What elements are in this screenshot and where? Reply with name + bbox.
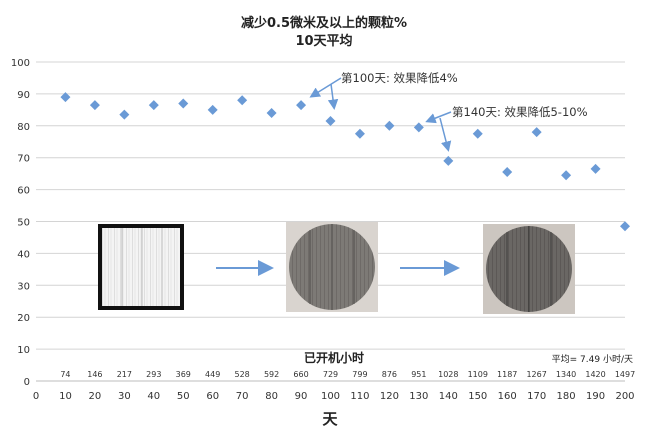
hours-value: 1420 <box>585 370 605 379</box>
x-axis: 0 10 20 30 40 50 60 70 80 90 100 110 120 130 140 150 160… <box>33 380 635 402</box>
data-point <box>561 170 572 181</box>
data-point <box>590 163 601 174</box>
data-point <box>413 122 424 133</box>
x-tick-label: 40 <box>147 391 160 402</box>
data-point <box>178 98 189 109</box>
y-tick-label: 10 <box>17 345 30 356</box>
x-tick-label: 70 <box>236 391 249 402</box>
y-tick-label: 0 <box>24 377 30 388</box>
data-point <box>60 92 71 103</box>
y-tick-label: 50 <box>17 218 30 229</box>
data-point <box>89 100 100 111</box>
data-point <box>384 120 395 131</box>
annotation-arrow-icon <box>327 83 339 110</box>
filter-photo-used <box>286 222 378 312</box>
hours-value: 729 <box>323 370 338 379</box>
hours-row: 74 146 217 293 369 449 528 592 660 729 799 876 951 10… <box>60 370 635 379</box>
x-tick-label: 130 <box>409 391 428 402</box>
x-tick-label: 180 <box>557 391 576 402</box>
x-tick-label: 10 <box>59 391 72 402</box>
y-tick-label: 90 <box>17 90 30 101</box>
y-tick-label: 80 <box>17 122 30 133</box>
x-tick-label: 120 <box>380 391 399 402</box>
hours-value: 660 <box>293 370 308 379</box>
hours-value: 1028 <box>438 370 458 379</box>
hours-value: 592 <box>264 370 279 379</box>
y-axis: 0 10 20 30 40 50 60 70 80 90 100 <box>11 58 30 388</box>
y-tick-label: 60 <box>17 186 30 197</box>
x-tick-label: 80 <box>265 391 278 402</box>
x-tick-label: 0 <box>33 391 39 402</box>
data-point <box>237 95 248 106</box>
data-point <box>472 128 483 139</box>
hours-value: 951 <box>411 370 426 379</box>
hours-value: 1340 <box>556 370 576 379</box>
x-tick-label: 20 <box>89 391 102 402</box>
hours-value: 1187 <box>497 370 517 379</box>
hours-value: 1109 <box>468 370 488 379</box>
y-tick-label: 70 <box>17 154 30 165</box>
data-point <box>502 167 513 178</box>
annotation-arrow-icon <box>425 111 452 124</box>
y-tick-label: 30 <box>17 281 30 292</box>
hours-value: 1497 <box>615 370 635 379</box>
data-point <box>207 104 218 115</box>
annotation-day140: 第140天: 效果降低5-10% <box>452 105 588 119</box>
data-point <box>620 221 630 232</box>
average-hours-note: 平均= 7.49 小时/天 <box>552 353 633 365</box>
filter-photo-worn <box>483 224 575 314</box>
data-point <box>296 100 307 111</box>
annotation-arrow-icon <box>439 117 452 152</box>
hours-value: 369 <box>176 370 191 379</box>
hours-value: 217 <box>117 370 132 379</box>
hours-value: 799 <box>352 370 367 379</box>
x-tick-label: 110 <box>350 391 369 402</box>
data-point <box>148 100 159 111</box>
x-tick-label: 90 <box>295 391 308 402</box>
filter-photo-new <box>98 224 184 310</box>
annotation-arrow-icon <box>309 77 342 98</box>
x-tick-label: 160 <box>498 391 517 402</box>
hours-value: 528 <box>235 370 250 379</box>
y-tick-label: 20 <box>17 313 30 324</box>
x-tick-label: 100 <box>321 391 340 402</box>
x-tick-label: 200 <box>615 391 634 402</box>
x-tick-label: 170 <box>527 391 546 402</box>
x-tick-label: 150 <box>468 391 487 402</box>
x-tick-label: 30 <box>118 391 131 402</box>
hours-value: 146 <box>87 370 102 379</box>
data-point <box>325 116 336 127</box>
annotation-day100: 第100天: 效果降低4% <box>341 71 458 85</box>
x-tick-label: 50 <box>177 391 190 402</box>
data-point <box>531 127 542 138</box>
x-tick-label: 140 <box>439 391 458 402</box>
data-series <box>60 92 630 232</box>
data-point <box>266 108 277 119</box>
hours-value: 74 <box>60 370 70 379</box>
chart-title: 减少0.5微米及以上的颗粒% <box>241 15 407 31</box>
hours-value: 293 <box>146 370 161 379</box>
x-axis-label: 天 <box>322 410 338 428</box>
hours-value: 449 <box>205 370 220 379</box>
hours-value: 1267 <box>526 370 546 379</box>
x-tick-label: 190 <box>586 391 605 402</box>
hours-axis-label: 已开机小时 <box>304 350 364 365</box>
data-point <box>354 128 365 139</box>
data-point <box>443 155 454 166</box>
y-tick-label: 40 <box>17 249 30 260</box>
hours-value: 876 <box>382 370 397 379</box>
x-tick-label: 60 <box>206 391 219 402</box>
data-point <box>119 109 130 120</box>
y-tick-label: 100 <box>11 58 30 69</box>
chart-subtitle: 10天平均 <box>295 33 352 49</box>
